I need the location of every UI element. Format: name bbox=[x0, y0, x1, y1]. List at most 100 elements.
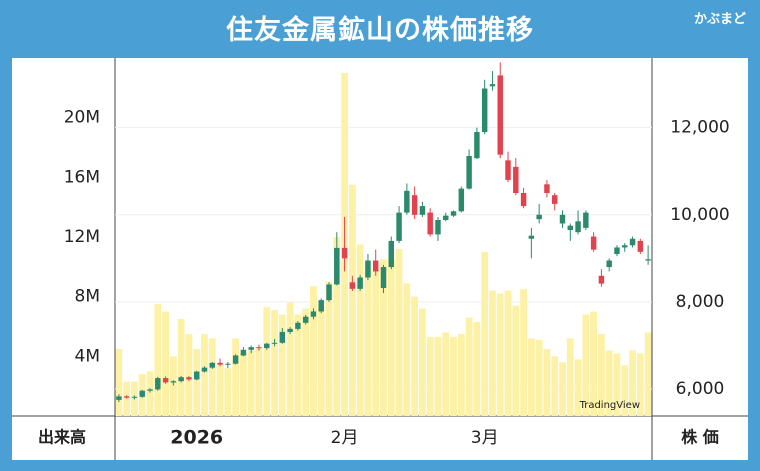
candle-body bbox=[497, 75, 503, 155]
volume-bar bbox=[473, 322, 481, 416]
volume-bar bbox=[442, 332, 450, 416]
y2-axis-title: 株 価 bbox=[681, 428, 719, 447]
volume-bar bbox=[543, 348, 551, 416]
volume-bar bbox=[317, 305, 325, 416]
volume-bar bbox=[629, 350, 636, 416]
volume-bar bbox=[450, 336, 457, 416]
candle-body bbox=[162, 378, 169, 383]
volume-bar bbox=[605, 350, 613, 416]
candle-body bbox=[544, 184, 550, 194]
candle-body bbox=[419, 206, 426, 215]
volume-bar bbox=[310, 286, 317, 416]
x-tick-label: 3月 bbox=[471, 428, 499, 448]
volume-bar bbox=[333, 237, 341, 416]
volume-bar bbox=[590, 311, 598, 416]
candle-body bbox=[404, 190, 410, 213]
candle-body bbox=[481, 88, 488, 133]
volume-bar bbox=[496, 293, 504, 416]
volume-bar bbox=[162, 311, 169, 416]
candle-body bbox=[606, 260, 612, 268]
candle-body bbox=[551, 195, 558, 204]
volume-bar bbox=[636, 353, 644, 416]
volume-bar bbox=[169, 356, 177, 416]
candle-body bbox=[575, 221, 581, 233]
candle-body bbox=[380, 267, 387, 288]
volume-bar bbox=[123, 381, 131, 416]
candle-body bbox=[248, 347, 254, 350]
candle-body bbox=[131, 396, 138, 398]
volume-bar bbox=[559, 362, 566, 416]
volume-bar bbox=[566, 338, 574, 416]
volume-bar bbox=[527, 338, 535, 416]
candle-body bbox=[155, 378, 161, 390]
y-tick-label: 4M bbox=[75, 346, 100, 366]
volume-bar bbox=[512, 305, 520, 416]
candle-body bbox=[396, 212, 402, 241]
volume-bar bbox=[356, 244, 364, 416]
volume-bar bbox=[364, 262, 372, 416]
candle-body bbox=[201, 367, 208, 372]
candle-body bbox=[411, 195, 418, 215]
volume-bar bbox=[294, 314, 302, 416]
volume-bar bbox=[387, 257, 395, 416]
candle-body bbox=[123, 396, 130, 398]
volume-bar bbox=[193, 348, 201, 416]
x-tick-label: 2026 bbox=[170, 427, 223, 449]
volume-bar bbox=[255, 347, 263, 416]
candle-body bbox=[567, 225, 574, 231]
y2-tick-label: 12,000 bbox=[670, 118, 729, 138]
volume-bar bbox=[224, 368, 232, 416]
volume-bar bbox=[278, 314, 286, 416]
volume-bar bbox=[380, 259, 387, 416]
candle-body bbox=[443, 215, 449, 221]
candle-body bbox=[318, 300, 324, 312]
y-tick-label: 20M bbox=[64, 108, 100, 128]
volume-bar bbox=[232, 338, 240, 416]
candle-body bbox=[279, 331, 286, 343]
y-tick-label: 16M bbox=[64, 167, 100, 187]
candle-body bbox=[474, 132, 480, 159]
volume-bar bbox=[302, 308, 310, 416]
candle-body bbox=[590, 236, 597, 250]
volume-bar bbox=[325, 281, 333, 416]
volume-bar bbox=[240, 353, 247, 416]
volume-bar bbox=[504, 290, 512, 416]
candle-body bbox=[622, 245, 628, 248]
candle-body bbox=[193, 371, 200, 380]
candle-body bbox=[349, 282, 356, 289]
candle-body bbox=[357, 277, 363, 289]
candle-body bbox=[147, 389, 153, 391]
y-tick-label: 12M bbox=[64, 227, 100, 247]
candle-body bbox=[256, 347, 262, 349]
candle-body bbox=[645, 259, 651, 261]
volume-bar bbox=[621, 365, 629, 416]
candle-body bbox=[372, 260, 379, 272]
candle-body bbox=[217, 362, 223, 365]
volume-bar bbox=[263, 307, 271, 416]
candle-body bbox=[326, 284, 332, 301]
candle-body bbox=[450, 211, 457, 216]
candle-body bbox=[365, 260, 371, 278]
volume-bar bbox=[457, 333, 465, 416]
volume-bar bbox=[613, 353, 621, 416]
candle-body bbox=[598, 275, 605, 284]
candle-body bbox=[209, 362, 216, 368]
volume-bar bbox=[146, 371, 154, 416]
watermark: TradingView bbox=[579, 400, 640, 411]
candle-body bbox=[302, 316, 309, 323]
candle-body bbox=[225, 363, 231, 365]
candle-body bbox=[170, 381, 177, 383]
volume-bar bbox=[582, 314, 590, 416]
candle-body bbox=[583, 212, 589, 228]
volume-bar bbox=[177, 319, 185, 416]
candle-body bbox=[637, 240, 644, 252]
logo: かぶまど bbox=[693, 12, 746, 27]
volume-bar bbox=[574, 359, 582, 416]
candle-body bbox=[536, 214, 542, 220]
volume-bar bbox=[201, 333, 208, 416]
candle-body bbox=[232, 355, 239, 364]
volume-bar bbox=[481, 251, 489, 416]
volume-bar bbox=[154, 304, 162, 416]
candle-body bbox=[139, 390, 145, 397]
